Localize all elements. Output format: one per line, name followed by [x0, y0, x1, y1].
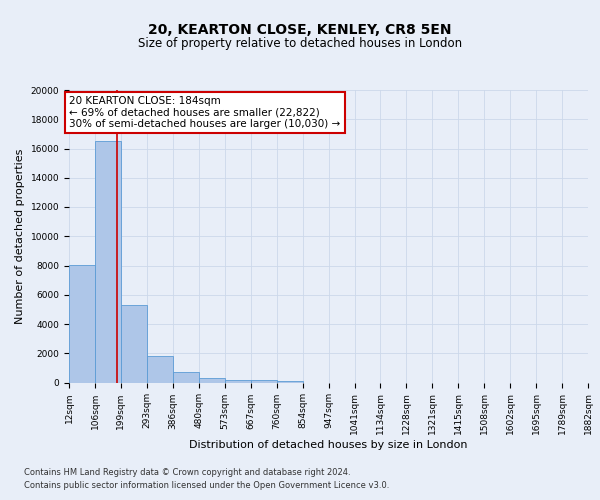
- Bar: [251, 380, 277, 382]
- Bar: [69, 265, 95, 382]
- Bar: [95, 141, 121, 382]
- Bar: [147, 356, 173, 382]
- Text: Contains HM Land Registry data © Crown copyright and database right 2024.: Contains HM Land Registry data © Crown c…: [24, 468, 350, 477]
- Text: Contains public sector information licensed under the Open Government Licence v3: Contains public sector information licen…: [24, 482, 389, 490]
- Bar: [173, 372, 199, 382]
- Text: 20 KEARTON CLOSE: 184sqm
← 69% of detached houses are smaller (22,822)
30% of se: 20 KEARTON CLOSE: 184sqm ← 69% of detach…: [69, 96, 341, 129]
- Bar: [277, 381, 302, 382]
- Bar: [121, 305, 147, 382]
- Bar: [224, 380, 251, 382]
- X-axis label: Distribution of detached houses by size in London: Distribution of detached houses by size …: [189, 440, 468, 450]
- Y-axis label: Number of detached properties: Number of detached properties: [15, 148, 25, 324]
- Text: 20, KEARTON CLOSE, KENLEY, CR8 5EN: 20, KEARTON CLOSE, KENLEY, CR8 5EN: [148, 22, 452, 36]
- Text: Size of property relative to detached houses in London: Size of property relative to detached ho…: [138, 38, 462, 51]
- Bar: [199, 378, 225, 382]
